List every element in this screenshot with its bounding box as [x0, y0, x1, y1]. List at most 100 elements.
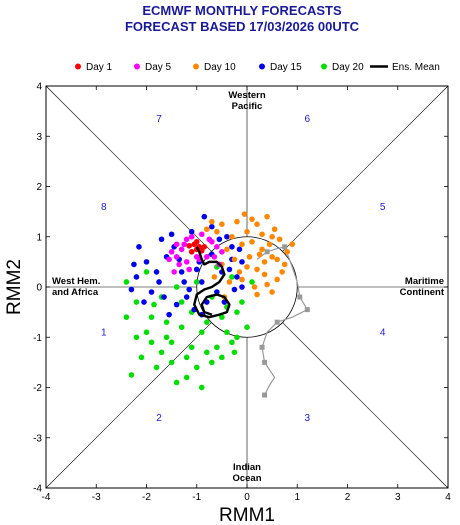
- region-label-west-hem-africa: and Africa: [52, 287, 99, 298]
- analysis-track-line: [256, 246, 309, 396]
- scatter-point-day-20: [158, 349, 165, 356]
- scatter-point-day-1: [193, 238, 200, 245]
- analysis-track-marker: [282, 244, 288, 250]
- scatter-point-day-10: [229, 233, 235, 240]
- scatter-point-day-10: [276, 236, 283, 243]
- scatter-point-day-20: [163, 319, 170, 325]
- scatter-point-day-10: [246, 254, 253, 260]
- y-tick-label: 2: [36, 182, 42, 193]
- scatter-point-day-10: [239, 241, 245, 248]
- scatter-point-day-10: [254, 221, 260, 227]
- chart-title: ECMWF MONTHLY FORECASTS: [142, 3, 342, 18]
- scatter-point-day-20: [204, 349, 210, 356]
- scatter-point-day-15: [131, 261, 137, 268]
- legend-label-day-1: Day 1: [86, 62, 113, 73]
- scatter-point-day-15: [128, 286, 135, 293]
- scatter-point-day-20: [231, 349, 238, 356]
- scatter-point-day-15: [214, 289, 220, 295]
- x-tick-label: -1: [192, 492, 201, 503]
- scatter-point-day-15: [239, 259, 245, 265]
- scatter-point-day-20: [193, 364, 200, 371]
- scatter-point-day-5: [204, 254, 210, 260]
- x-axis-title: RMM1: [219, 505, 275, 525]
- scatter-point-day-5: [183, 259, 190, 265]
- scatter-point-day-10: [266, 241, 273, 248]
- scatter-point-day-15: [153, 269, 160, 275]
- scatter-point-day-10: [279, 269, 285, 275]
- scatter-point-day-5: [198, 231, 205, 238]
- legend-marker-day-1: [75, 63, 81, 70]
- legend-label-day-20: Day 20: [332, 62, 364, 73]
- chart-subtitle: FORECAST BASED 17/03/2026 00UTC: [125, 19, 360, 34]
- scatter-point-day-15: [158, 236, 165, 243]
- scatter-point-day-20: [123, 279, 130, 285]
- scatter-point-day-20: [188, 344, 195, 351]
- scatter-point-day-20: [229, 339, 235, 346]
- y-axis-title: RMM2: [4, 259, 25, 315]
- scatter-point-day-5: [173, 254, 180, 260]
- scatter-point-day-10: [244, 264, 250, 270]
- scatter-point-day-10: [274, 256, 280, 263]
- scatter-point-day-20: [183, 374, 190, 381]
- scatter-point-day-10: [264, 213, 270, 220]
- x-tick-label: 4: [445, 492, 451, 503]
- phase-number-label: 1: [101, 328, 107, 339]
- scatter-point-day-20: [143, 269, 150, 275]
- scatter-point-day-15: [133, 274, 140, 280]
- phase-number-label: 6: [305, 114, 311, 125]
- scatter-point-day-5: [214, 244, 220, 250]
- analysis-track-marker: [297, 294, 303, 300]
- scatter-point-day-15: [178, 269, 185, 275]
- scatter-point-day-10: [231, 256, 238, 263]
- legend: Day 1 Day 5 Day 10 Day 15 Day 20 Ens. Mean: [75, 62, 440, 73]
- ensemble-mean-track: [193, 246, 231, 319]
- analysis-track-marker: [264, 249, 270, 255]
- scatter-point-day-10: [269, 289, 275, 295]
- legend-marker-day-15: [259, 63, 265, 70]
- scatter-point-day-15: [141, 299, 147, 305]
- region-label-west-hem-africa: West Hem.: [52, 276, 100, 287]
- scatter-point-day-15: [198, 279, 205, 285]
- scatter-point-day-15: [231, 286, 238, 293]
- scatter-point-day-10: [226, 279, 233, 285]
- region-label-indian-ocean: Ocean: [232, 473, 261, 484]
- scatter-point-day-20: [234, 309, 240, 315]
- scatter-point-day-20: [249, 279, 255, 285]
- ensemble-mean-line: [193, 246, 231, 319]
- analysis-track-marker: [304, 307, 310, 313]
- scatter-point-day-10: [254, 291, 260, 298]
- scatter-point-day-10: [224, 246, 230, 253]
- x-tick-label: 0: [244, 492, 250, 503]
- phase-number-label: 8: [101, 202, 107, 213]
- scatter-point-day-20: [133, 299, 140, 305]
- scatter-point-day-20: [234, 334, 240, 341]
- scatter-point-day-20: [173, 379, 180, 386]
- region-label-western-pacific: Pacific: [232, 101, 263, 112]
- scatter-point-day-10: [241, 211, 248, 217]
- scatter-point-day-5: [186, 266, 193, 273]
- scatter-point-day-20: [168, 339, 175, 346]
- legend-marker-day-20: [321, 63, 327, 70]
- y-tick-label: 0: [36, 283, 42, 294]
- scatter-point-day-20: [178, 299, 185, 305]
- scatter-point-day-10: [289, 241, 296, 248]
- region-label-maritime-continent: Continent: [400, 287, 445, 298]
- analysis-track-marker: [262, 392, 268, 398]
- scatter-point-day-15: [201, 213, 208, 220]
- scatter-point-day-20: [219, 314, 225, 320]
- scatter-point-day-10: [244, 228, 250, 235]
- amplitude-unit-circle: [196, 236, 298, 338]
- scatter-point-day-1: [186, 242, 193, 249]
- scatter-point-day-10: [261, 259, 268, 265]
- scatter-point-day-20: [153, 364, 160, 371]
- scatter-point-day-10: [214, 228, 220, 235]
- scatter-point-day-15: [236, 246, 243, 253]
- x-tick-label: 1: [294, 492, 300, 503]
- scatter-point-day-10: [271, 226, 278, 233]
- y-tick-label: -4: [33, 484, 42, 495]
- region-label-western-pacific: Western: [228, 90, 266, 101]
- scatter-point-day-20: [209, 359, 215, 366]
- scatter-point-day-10: [236, 269, 243, 275]
- scatter-point-day-10: [251, 284, 258, 290]
